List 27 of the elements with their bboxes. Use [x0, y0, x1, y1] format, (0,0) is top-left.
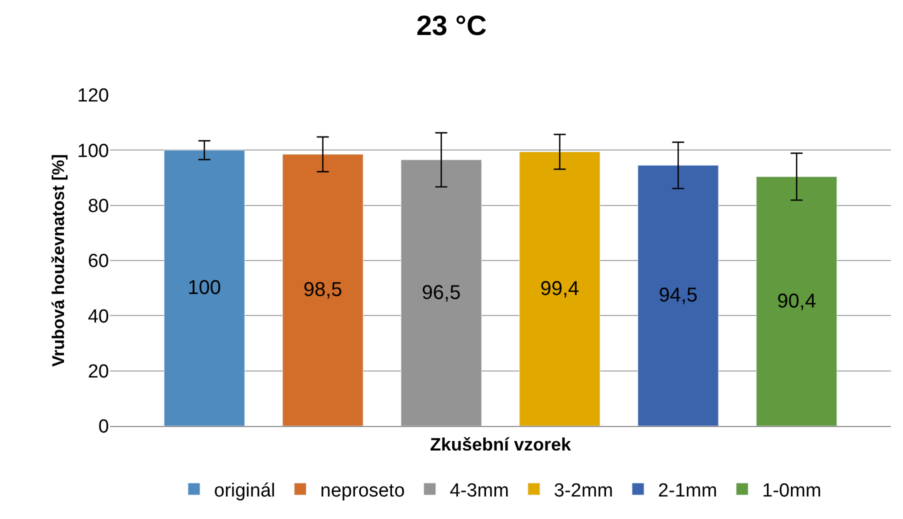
legend-label: neproseto	[320, 480, 405, 502]
chart-title: 23 °C	[416, 10, 487, 42]
legend-label: 1-0mm	[762, 480, 822, 502]
y-tick-label: 20	[88, 361, 109, 382]
legend-label: 4-3mm	[450, 480, 509, 502]
y-tick-label: 0	[98, 416, 109, 438]
bar	[519, 152, 600, 426]
legend-label: originál	[214, 480, 276, 502]
y-tick-label: 100	[77, 140, 109, 162]
bar	[164, 150, 245, 426]
data-label: 100	[188, 277, 222, 300]
y-tick-label: 40	[88, 306, 109, 328]
bar	[756, 176, 838, 426]
y-tick-label: 60	[88, 251, 109, 272]
y-tick-label: 120	[77, 86, 109, 107]
y-tick-label: 80	[88, 196, 109, 217]
bar	[638, 165, 719, 426]
data-label: 99,4	[540, 278, 580, 300]
y-axis-title: Vrubová houževnatost [%]	[48, 154, 68, 367]
bar	[282, 154, 364, 426]
data-label: 98,5	[303, 279, 342, 302]
data-label: 90,4	[777, 290, 816, 312]
data-label: 96,5	[422, 282, 461, 304]
legend-label: 2-1mm	[658, 480, 718, 502]
data-label: 94,5	[658, 284, 698, 307]
x-axis-title: Zkušební vzorek	[430, 434, 572, 455]
legend-label: 3-2mm	[554, 480, 614, 502]
